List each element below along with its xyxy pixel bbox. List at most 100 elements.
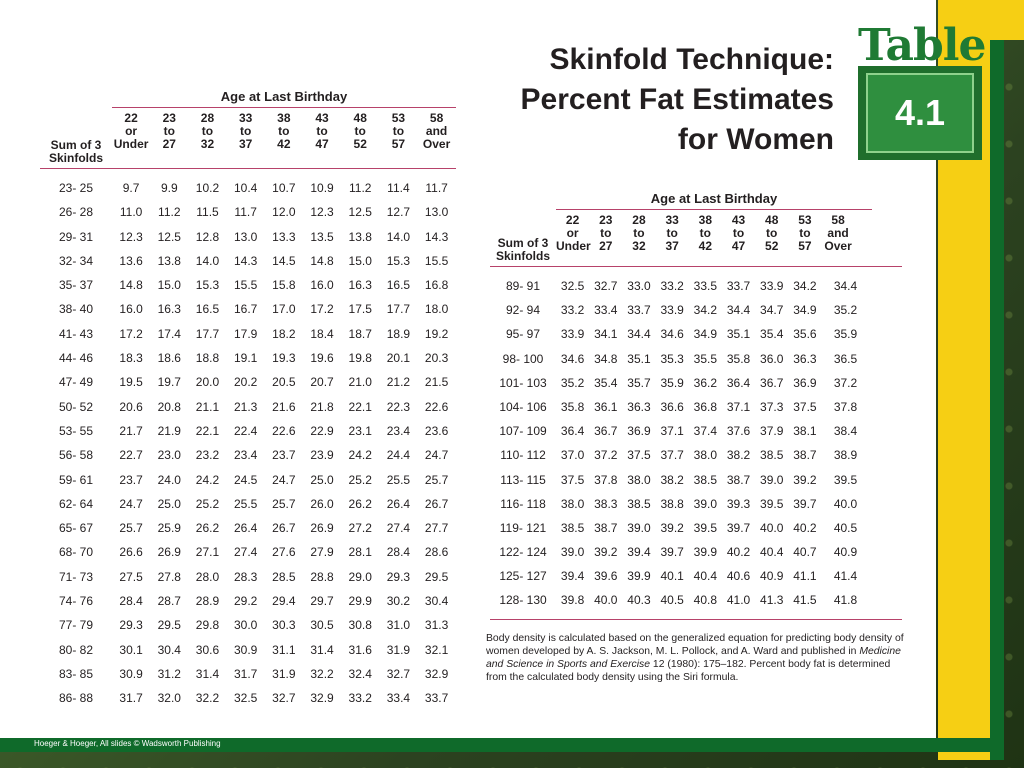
percent-fat-cell: 39.7	[660, 545, 684, 560]
percent-fat-cell: 38.5	[560, 520, 585, 535]
percent-fat-cell: 25.7	[424, 472, 449, 487]
percent-fat-cell: 30.9	[233, 642, 258, 657]
percent-fat-cell: 38.2	[726, 448, 751, 463]
percent-fat-cell: 32.1	[424, 642, 449, 657]
percent-fat-cell: 33.0	[627, 279, 651, 293]
percent-fat-cell: 13.5	[310, 229, 334, 244]
percent-fat-cell: 20.5	[272, 375, 296, 390]
percent-fat-cell: 20.1	[386, 351, 411, 366]
percent-fat-cell: 33.4	[386, 691, 411, 706]
percent-fat-cell: 38.7	[726, 472, 751, 487]
percent-fat-cell: 22.6	[424, 399, 449, 414]
table-row: 41- 43 17.2 17.4 17.7 17.9 18.2 18.4 18.7 18.9 19…	[40, 322, 456, 346]
percent-fat-cell: 21.7	[119, 423, 143, 438]
percent-fat-cell: 39.5	[833, 472, 858, 487]
percent-fat-cell: 41.1	[793, 569, 817, 584]
percent-fat-cell: 26.4	[233, 521, 258, 536]
percent-fat-cell: 10.2	[195, 181, 220, 195]
skinfold-sum-cell: 98- 100	[502, 351, 544, 366]
table-badge-word: Table	[858, 20, 987, 71]
percent-fat-cell: 35.1	[627, 351, 651, 366]
percent-fat-cell: 34.9	[693, 327, 718, 342]
percent-fat-cell: 11.5	[196, 205, 219, 220]
table-row: 110- 112 37.0 37.2 37.5 37.7 38.0 38.2 38.5 38.7…	[490, 443, 902, 467]
percent-fat-cell: 27.1	[195, 545, 220, 560]
green-stripe-right	[990, 0, 1004, 760]
percent-fat-cell: 29.5	[424, 569, 449, 584]
percent-fat-cell: 15.5	[424, 253, 449, 268]
percent-fat-cell: 34.6	[660, 327, 684, 342]
percent-fat-cell: 11.2	[348, 181, 372, 195]
percent-fat-cell: 19.2	[424, 326, 449, 341]
table-row: 104- 106 35.8 36.1 36.3 36.6 36.8 37.1 37.3 37.5…	[490, 395, 902, 419]
skinfold-sum-cell: 86- 88	[58, 691, 94, 706]
percent-fat-cell: 37.5	[560, 472, 585, 487]
age-col-header: 43 to 47	[315, 111, 329, 151]
slide-title: Skinfold Technique: Percent Fat Estimate…	[414, 40, 834, 160]
percent-fat-cell: 34.2	[793, 279, 817, 293]
percent-fat-cell: 31.6	[348, 642, 372, 657]
percent-fat-cell: 37.0	[560, 448, 585, 463]
table-row: 47- 49 19.5 19.7 20.0 20.2 20.5 20.7 21.0 21.2 21…	[40, 370, 456, 394]
percent-fat-cell: 13.8	[157, 253, 181, 268]
percent-fat-cell: 12.5	[157, 229, 181, 244]
age-col-header: 53 to 57	[798, 213, 812, 253]
table-row: 119- 121 38.5 38.7 39.0 39.2 39.5 39.7 40.0 40.2…	[490, 516, 902, 540]
percent-fat-cell: 35.2	[833, 303, 858, 318]
percent-fat-cell: 32.7	[594, 279, 618, 293]
percent-fat-cell: 12.8	[195, 229, 220, 244]
skinfold-sum-cell: 44- 46	[58, 351, 94, 366]
percent-fat-cell: 14.3	[233, 253, 258, 268]
skinfold-sum-cell: 104- 106	[499, 399, 547, 414]
skinfold-sum-cell: 59- 61	[58, 472, 94, 487]
percent-fat-cell: 23.9	[310, 448, 334, 463]
skinfold-sum-cell: 113- 115	[500, 472, 546, 487]
percent-fat-cell: 24.7	[119, 496, 143, 511]
percent-fat-cell: 35.5	[693, 351, 718, 366]
percent-fat-cell: 21.6	[272, 399, 296, 414]
percent-fat-cell: 35.7	[627, 375, 651, 390]
percent-fat-cell: 23.6	[424, 423, 449, 438]
percent-fat-cell: 34.2	[693, 303, 718, 318]
table-row: 128- 130 39.8 40.0 40.3 40.5 40.8 41.0 41.3 41.5…	[490, 588, 902, 612]
percent-fat-cell: 39.0	[760, 472, 784, 487]
percent-fat-cell: 34.4	[833, 279, 858, 293]
percent-fat-cell: 41.3	[760, 593, 784, 608]
percent-fat-cell: 18.8	[195, 351, 220, 366]
percent-fat-cell: 18.0	[424, 302, 449, 317]
percent-fat-cell: 31.1	[272, 642, 296, 657]
percent-fat-cell: 40.2	[793, 520, 817, 535]
table-badge-number: 4.1	[866, 73, 974, 153]
percent-fat-cell: 36.8	[693, 399, 718, 414]
column-headers: Sum of 3 Skinfolds 22 or Under 23 to 27 28 to…	[490, 210, 902, 267]
percent-fat-cell: 30.5	[310, 618, 334, 633]
table-row: 50- 52 20.6 20.8 21.1 21.3 21.6 21.8 22.1 22.3 22…	[40, 395, 456, 419]
percent-fat-cell: 39.4	[560, 569, 585, 584]
percent-fat-cell: 38.3	[594, 496, 618, 511]
skinfold-sum-cell: 89- 91	[505, 279, 541, 293]
percent-fat-cell: 32.9	[310, 691, 334, 706]
table-row: 32- 34 13.6 13.8 14.0 14.3 14.5 14.8 15.0 15.3 15…	[40, 249, 456, 273]
percent-fat-cell: 39.3	[726, 496, 751, 511]
percent-fat-cell: 35.6	[793, 327, 817, 342]
title-line-1: Skinfold Technique:	[549, 43, 834, 76]
percent-fat-cell: 36.0	[760, 351, 784, 366]
percent-fat-cell: 39.0	[627, 520, 651, 535]
percent-fat-cell: 36.9	[627, 424, 651, 439]
percent-fat-cell: 28.9	[195, 594, 220, 609]
percent-fat-cell: 33.4	[594, 303, 618, 318]
skinfold-sum-cell: 50- 52	[58, 399, 94, 414]
percent-fat-cell: 29.0	[348, 569, 372, 584]
table-row: 44- 46 18.3 18.6 18.8 19.1 19.3 19.6 19.8 20.1 20…	[40, 346, 456, 370]
percent-fat-cell: 35.2	[560, 375, 585, 390]
percent-fat-cell: 28.7	[157, 594, 181, 609]
percent-fat-cell: 40.1	[660, 569, 684, 584]
table-row: 98- 100 34.6 34.8 35.1 35.3 35.5 35.8 36.0 36.3 3…	[490, 347, 902, 371]
percent-fat-cell: 27.5	[119, 569, 143, 584]
title-line-3: for Women	[677, 123, 834, 156]
percent-fat-cell: 16.0	[119, 302, 143, 317]
percent-fat-cell: 25.2	[195, 496, 220, 511]
age-col-header: 33 to 37	[238, 111, 253, 151]
table-row: 113- 115 37.5 37.8 38.0 38.2 38.5 38.7 39.0 39.2…	[490, 468, 902, 492]
